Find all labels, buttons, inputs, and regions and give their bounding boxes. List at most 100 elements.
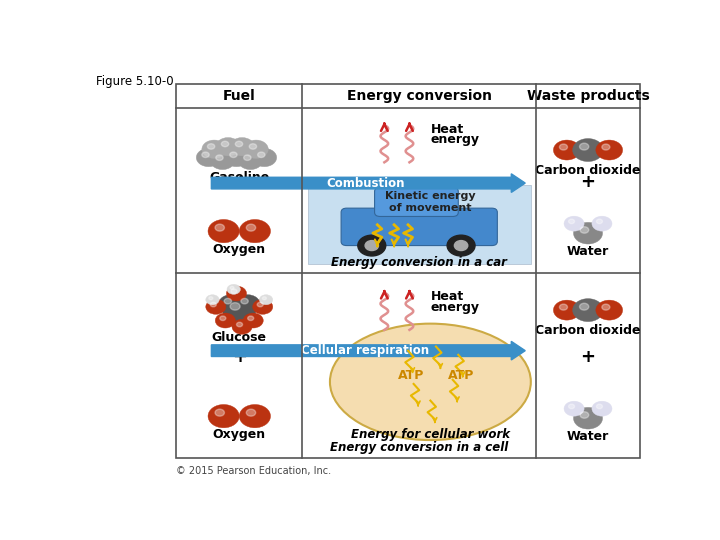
Circle shape [243,313,264,328]
Circle shape [216,138,240,156]
Circle shape [209,297,213,300]
Text: energy: energy [431,300,480,314]
Circle shape [216,155,223,160]
Circle shape [602,144,610,150]
Text: Energy conversion in a car: Energy conversion in a car [331,255,507,268]
Text: Energy for cellular work: Energy for cellular work [351,428,510,441]
FancyArrow shape [212,174,526,192]
FancyBboxPatch shape [307,185,531,265]
Circle shape [208,219,239,243]
FancyBboxPatch shape [341,208,498,246]
Circle shape [219,295,243,313]
Text: Water: Water [567,245,609,259]
Circle shape [596,404,603,409]
Circle shape [235,141,243,147]
Text: Oxygen: Oxygen [212,428,266,441]
Text: © 2015 Pearson Education, Inc.: © 2015 Pearson Education, Inc. [176,466,332,476]
Circle shape [230,302,240,310]
Circle shape [238,151,263,170]
Circle shape [197,148,221,167]
Text: +: + [580,173,595,191]
Circle shape [580,143,589,150]
Circle shape [231,289,237,294]
Circle shape [221,141,229,147]
Circle shape [230,138,254,156]
Circle shape [262,297,266,300]
Circle shape [592,216,612,231]
Circle shape [253,299,273,314]
Circle shape [564,216,584,231]
Circle shape [220,316,226,321]
Text: Heat: Heat [431,290,464,303]
Circle shape [580,227,589,233]
Circle shape [358,235,386,256]
Circle shape [215,224,225,231]
Circle shape [244,140,269,158]
Text: Carbon dioxide: Carbon dioxide [535,325,641,338]
Circle shape [554,300,580,320]
Circle shape [249,144,256,149]
Text: Energy conversion in a cell: Energy conversion in a cell [330,441,508,454]
Ellipse shape [330,323,531,440]
Circle shape [574,407,603,429]
Circle shape [241,299,248,304]
Circle shape [222,298,256,322]
Text: Combustion: Combustion [326,177,405,190]
Circle shape [206,299,226,314]
Circle shape [224,148,248,167]
Circle shape [257,302,264,307]
Circle shape [569,404,575,409]
Text: Cellular respiration: Cellular respiration [302,344,430,357]
Circle shape [559,304,567,310]
Text: +: + [232,173,247,191]
Circle shape [596,140,623,160]
Text: Fuel: Fuel [223,89,256,103]
Text: ATP: ATP [397,369,424,382]
Circle shape [237,322,243,327]
FancyBboxPatch shape [374,187,459,217]
Circle shape [246,224,256,231]
Circle shape [235,295,260,313]
Text: Waste products: Waste products [526,89,649,103]
Circle shape [592,401,612,416]
Text: Water: Water [567,430,609,443]
Circle shape [447,235,475,256]
Circle shape [248,316,253,321]
Circle shape [202,152,210,158]
Circle shape [226,286,246,301]
Text: +: + [232,348,247,366]
Circle shape [258,152,265,158]
Circle shape [239,404,271,428]
Circle shape [259,295,273,305]
Circle shape [574,222,603,244]
Circle shape [208,404,239,428]
Circle shape [569,219,575,224]
Circle shape [596,219,603,224]
Text: Energy conversion: Energy conversion [347,89,492,103]
Bar [176,84,639,458]
Circle shape [454,241,468,251]
Circle shape [215,409,225,416]
Circle shape [564,401,584,416]
Circle shape [572,139,603,161]
Circle shape [572,299,603,322]
Circle shape [215,313,235,328]
Text: Carbon dioxide: Carbon dioxide [535,164,641,177]
Circle shape [580,411,589,418]
Circle shape [365,241,379,251]
Circle shape [239,219,271,243]
Circle shape [602,304,610,310]
Text: energy: energy [431,133,480,146]
Circle shape [243,155,251,160]
Text: +: + [580,348,595,366]
Text: Figure 5.10-0: Figure 5.10-0 [96,75,174,88]
Circle shape [554,140,580,160]
Circle shape [227,285,240,294]
Circle shape [230,286,234,289]
Circle shape [252,148,276,167]
Circle shape [206,295,219,305]
Text: ATP: ATP [448,369,474,382]
Circle shape [230,152,237,158]
Circle shape [210,151,235,170]
Circle shape [224,299,232,304]
